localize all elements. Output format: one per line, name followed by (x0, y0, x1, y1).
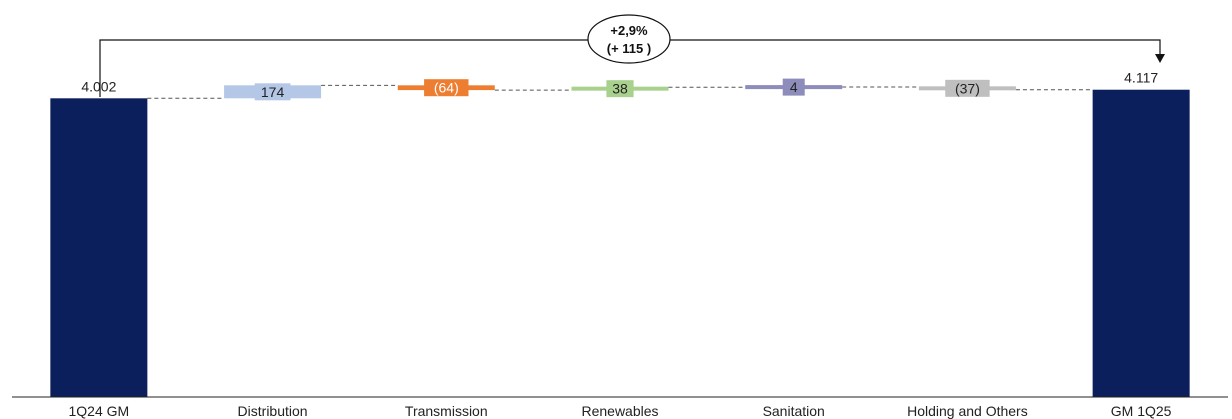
value-label-gm-1q25: 4.117 (1124, 70, 1158, 86)
value-label-1q24-gm: 4.002 (81, 78, 116, 94)
total-change-annotation: +2,9% (+ 115 ) (99, 14, 1165, 97)
chart-value-labels: 4.002 174 (64) 38 4 (37) 4.117 (81, 70, 1158, 101)
change-percent-label: +2,9% (610, 23, 648, 38)
x-tick-label-gm-1q25: GM 1Q25 (1111, 403, 1172, 419)
value-label-transmission: (64) (434, 80, 459, 96)
bar-1q24-gm (50, 98, 148, 398)
x-axis-tick-labels: 1Q24 GM Distribution Transmission Renewable… (69, 403, 1172, 419)
value-label-holding-and-others: (37) (955, 80, 980, 96)
value-label-box-renewables (606, 80, 634, 98)
value-label-box-distribution (254, 83, 291, 101)
x-tick-label-renewables: Renewables (581, 403, 658, 419)
x-tick-label-distribution: Distribution (238, 403, 308, 419)
x-tick-label-transmission: Transmission (405, 403, 488, 419)
x-tick-label-1q24-gm: 1Q24 GM (69, 403, 130, 419)
x-tick-label-sanitation: Sanitation (763, 403, 825, 419)
change-bubble (587, 14, 671, 64)
value-label-box-transmission (424, 79, 469, 97)
connector-lines (147, 84, 1093, 99)
value-label-box-holding-and-others (945, 79, 990, 97)
bar-gm-1q25 (1092, 89, 1190, 397)
x-tick-label-holding-and-others: Holding and Others (907, 403, 1028, 419)
arrow-head-icon (1155, 54, 1165, 63)
value-label-sanitation: 4 (790, 79, 798, 95)
value-label-box-sanitation (782, 78, 805, 96)
value-label-distribution: 174 (261, 84, 285, 100)
chart-bars (50, 85, 1190, 398)
change-absolute-label: (+ 115 ) (607, 41, 651, 56)
value-label-renewables: 38 (612, 81, 628, 97)
